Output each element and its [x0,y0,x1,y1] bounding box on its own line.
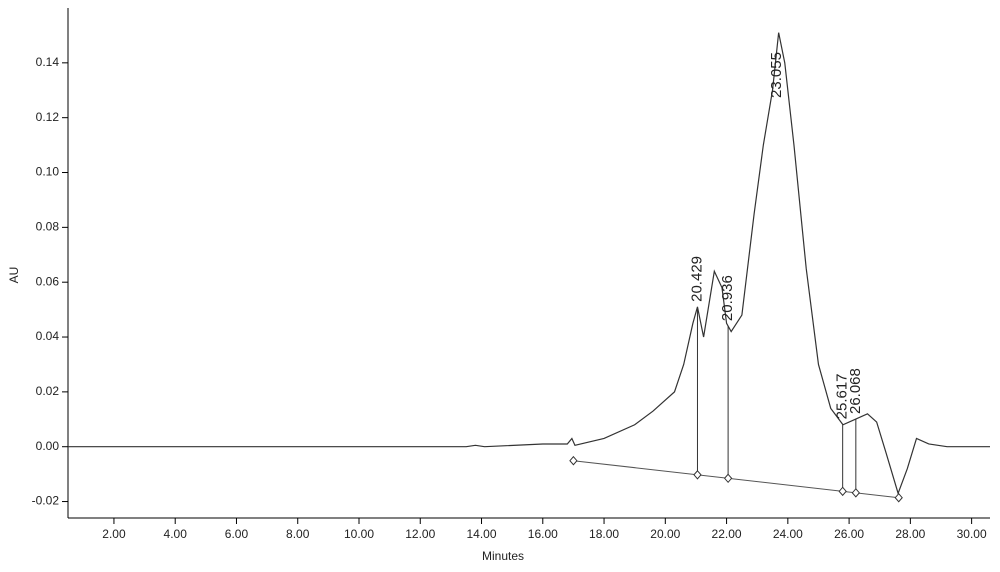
x-tick-label: 26.00 [834,527,864,541]
x-axis-title: Minutes [482,549,524,563]
x-tick-label: 6.00 [225,527,249,541]
drop-marker [723,473,733,484]
x-tick-label: 24.00 [773,527,803,541]
peak-label: 26.068 [847,368,864,414]
y-tick-label: 0.14 [36,55,60,69]
x-tick-label: 28.00 [895,527,925,541]
x-tick-label: 4.00 [164,527,188,541]
drop-marker [851,488,860,498]
y-tick-label: 0.04 [36,329,60,343]
y-tick-label: 0.10 [36,165,60,179]
x-tick-label: 12.00 [405,527,435,541]
trace-line [68,32,990,496]
x-tick-label: 30.00 [957,527,987,541]
baseline-marker [569,455,578,466]
y-tick-label: 0.06 [36,274,60,288]
peak-label: 25.617 [834,373,851,419]
y-tick-label: 0.02 [36,384,60,398]
y-tick-label: 0.08 [36,220,60,234]
y-tick-label: 0.00 [36,439,60,453]
x-tick-label: 22.00 [712,527,742,541]
peak-label: 23.055 [768,52,785,98]
y-tick-label: -0.02 [32,494,60,508]
x-tick-label: 20.00 [650,527,680,541]
x-tick-label: 8.00 [286,527,310,541]
peak-label: 20.429 [688,256,705,302]
drop-marker [693,470,702,480]
x-tick-label: 18.00 [589,527,619,541]
x-tick-label: 2.00 [102,527,126,541]
y-axis-title: AU [7,267,21,284]
drop-marker [838,486,847,497]
baseline [573,460,899,499]
x-tick-label: 16.00 [528,527,558,541]
x-tick-label: 10.00 [344,527,374,541]
x-tick-label: 14.00 [467,527,497,541]
baseline-marker [894,492,903,503]
y-tick-label: 0.12 [36,110,60,124]
peak-label: 20.936 [719,275,736,321]
